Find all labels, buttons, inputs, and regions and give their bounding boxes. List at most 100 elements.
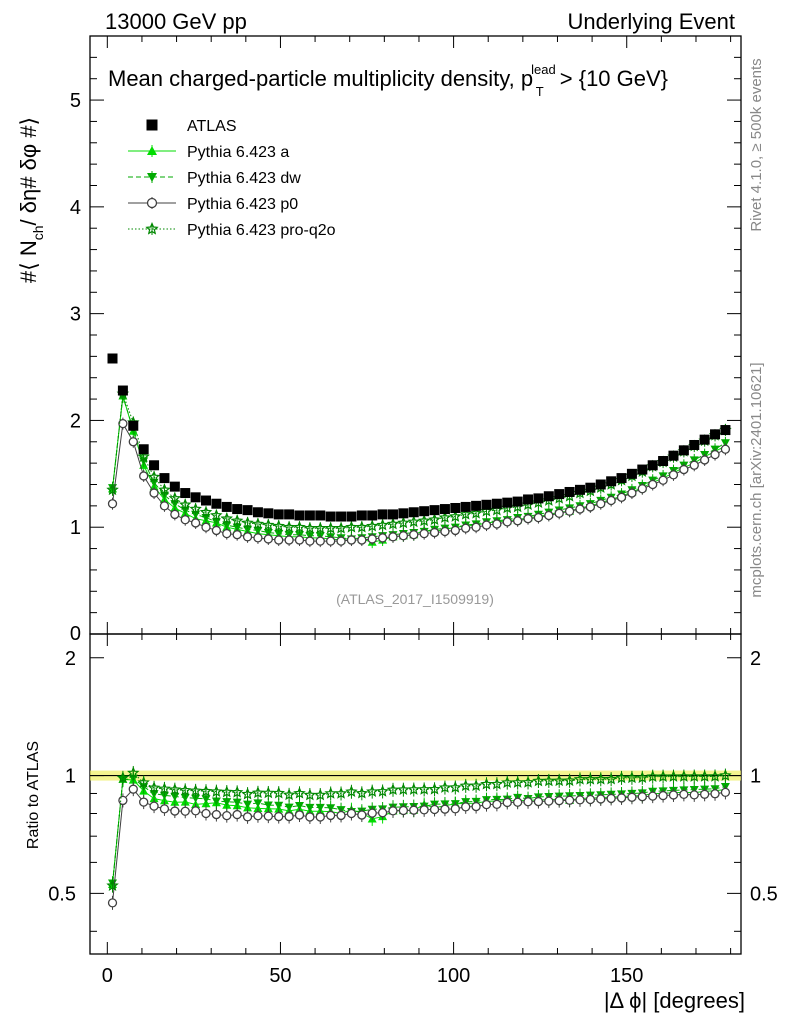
y-tick-label: 5 [70, 90, 81, 112]
point-pythia-6-423-p0 [377, 533, 388, 543]
ratio-point-pythia-6-423-p0 [513, 797, 523, 807]
ratio-point-pythia-6-423-p0 [398, 805, 409, 816]
point-pythia-6-423-p0 [419, 528, 429, 539]
ratio-point-pythia-6-423-dw [305, 803, 315, 812]
ratio-point-pythia-6-423-pro-q2o [147, 781, 161, 794]
point-pythia-6-423-pro-q2o [230, 514, 244, 527]
ratio-point-pythia-6-423-p0 [242, 812, 253, 822]
point-atlas [668, 450, 679, 461]
point-pythia-6-423-pro-q2o [158, 483, 171, 496]
ratio-point-pythia-6-423-dw [243, 800, 253, 809]
ratio-point-pythia-6-423-pro-q2o [625, 771, 639, 784]
point-atlas [554, 489, 565, 500]
ratio-point-pythia-6-423-p0 [544, 796, 554, 806]
ratio-tick-label-right: 2 [750, 648, 761, 670]
point-atlas [481, 499, 492, 510]
ratio-y-axis-label: Ratio to ATLAS [25, 741, 42, 849]
point-pythia-6-423-pro-q2o [262, 518, 275, 531]
ratio-point-pythia-6-423-pro-q2o [158, 782, 171, 795]
point-pythia-6-423-p0 [305, 536, 315, 546]
ratio-point-pythia-6-423-p0 [429, 804, 440, 815]
ratio-point-pythia-6-423-pro-q2o [688, 769, 701, 782]
analysis-id: (ATLAS_2017_I1509919) [336, 591, 494, 607]
point-pythia-6-423-pro-q2o [293, 520, 306, 533]
point-pythia-6-423-pro-q2o [417, 514, 431, 527]
ratio-point-pythia-6-423-p0 [699, 789, 710, 799]
ratio-point-pythia-6-423-p0 [253, 811, 263, 821]
point-atlas [252, 507, 263, 518]
ratio-point-pythia-6-423-p0 [440, 804, 450, 814]
ratio-point-pythia-6-423-pro-q2o [480, 777, 493, 790]
ratio-point-pythia-6-423-pro-q2o [667, 770, 680, 782]
point-pythia-6-423-dw [253, 526, 263, 535]
ratio-point-pythia-6-423-pro-q2o [397, 783, 410, 795]
ratio-point-pythia-6-423-pro-q2o [366, 785, 379, 797]
point-atlas [606, 476, 617, 487]
point-pythia-6-423-pro-q2o [324, 521, 337, 534]
x-tick-label: 0 [102, 965, 113, 987]
plot-title-sub: T [536, 84, 544, 99]
ratio-point-pythia-6-423-pro-q2o [116, 771, 130, 784]
point-atlas [377, 509, 388, 520]
point-pythia-6-423-pro-q2o [366, 519, 379, 532]
ratio-point-pythia-6-423-pro-q2o [127, 766, 140, 779]
point-pythia-6-423-p0 [429, 527, 440, 538]
ratio-point-pythia-6-423-p0 [481, 799, 492, 810]
ratio-point-pythia-6-423-p0 [637, 792, 647, 802]
point-pythia-6-423-p0 [440, 526, 450, 537]
point-atlas [221, 501, 232, 512]
point-atlas [533, 493, 544, 504]
point-pythia-6-423-p0 [689, 460, 699, 470]
ratio-point-pythia-6-423-p0 [409, 805, 419, 815]
ratio-tick-label-right: 0.5 [750, 883, 778, 905]
point-atlas [263, 508, 274, 519]
side-rivet-label: Rivet 4.1.0, ≥ 500k events [748, 58, 765, 231]
ratio-point-pythia-6-423-p0 [107, 898, 118, 908]
ratio-point-pythia-6-423-pro-q2o [542, 774, 556, 787]
point-pythia-6-423-p0 [315, 536, 325, 546]
side-mcplots-label: mcplots.cern.ch [arXiv:2401.10621] [748, 362, 765, 597]
ratio-point-pythia-6-423-dw [274, 801, 284, 810]
point-atlas [201, 495, 212, 506]
svg-text:#⟨ Nch/ δη# δφ #⟩: #⟨ Nch/ δη# δφ #⟩ [16, 117, 46, 283]
point-pythia-6-423-p0 [159, 501, 170, 511]
ratio-point-pythia-6-423-p0 [274, 811, 284, 822]
ratio-point-pythia-6-423-p0 [377, 808, 388, 818]
ratio-point-pythia-6-423-p0 [336, 810, 346, 821]
ratio-point-pythia-6-423-p0 [710, 789, 720, 799]
point-atlas [678, 445, 689, 456]
point-atlas [595, 479, 606, 490]
point-pythia-6-423-pro-q2o [355, 520, 369, 533]
point-atlas [159, 473, 170, 484]
point-pythia-6-423-p0 [648, 479, 658, 490]
point-pythia-6-423-pro-q2o [179, 498, 192, 511]
ratio-point-pythia-6-423-p0 [180, 806, 190, 816]
point-pythia-6-423-p0 [585, 502, 596, 512]
point-atlas [367, 510, 378, 521]
ratio-point-pythia-6-423-p0 [211, 809, 222, 820]
point-pythia-6-423-pro-q2o [251, 517, 265, 530]
point-atlas [408, 507, 419, 518]
y-tick-label: 1 [70, 517, 81, 539]
point-atlas [689, 439, 700, 450]
ratio-point-pythia-6-423-dw [201, 795, 211, 804]
ratio-point-pythia-6-423-p0 [720, 787, 731, 798]
y-axis-label: #⟨ Nch/ δη# δφ #⟩ [16, 117, 46, 283]
ratio-point-pythia-6-423-pro-q2o [428, 782, 441, 795]
point-atlas [138, 444, 149, 455]
point-atlas [419, 506, 430, 517]
point-pythia-6-423-p0 [357, 535, 367, 545]
point-atlas [502, 497, 513, 508]
y-axis-label-main: #⟨ N [16, 240, 41, 283]
ratio-point-pythia-6-423-p0 [326, 810, 336, 821]
point-pythia-6-423-p0 [128, 437, 138, 447]
ratio-point-pythia-6-423-pro-q2o [282, 788, 296, 801]
ratio-point-pythia-6-423-p0 [554, 796, 564, 806]
point-pythia-6-423-dw [222, 521, 232, 530]
point-pythia-6-423-pro-q2o [428, 513, 441, 526]
ratio-point-pythia-6-423-pro-q2o [573, 772, 587, 785]
point-pythia-6-423-pro-q2o [303, 521, 317, 534]
ratio-point-pythia-6-423-pro-q2o [604, 772, 618, 785]
ratio-point-pythia-6-423-p0 [367, 808, 377, 818]
point-pythia-6-423-p0 [471, 522, 481, 532]
